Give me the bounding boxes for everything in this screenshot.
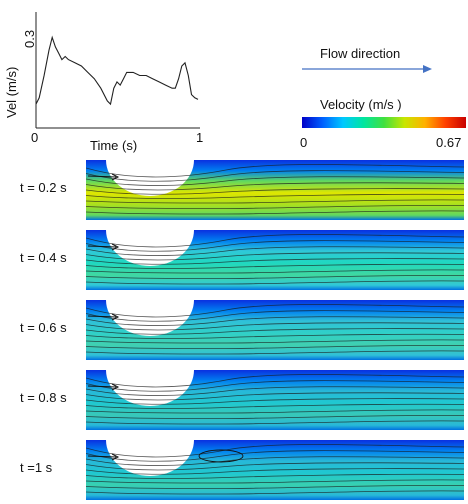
colorbar-title: Velocity (m/s ) (320, 97, 402, 112)
x-axis-label: Time (s) (90, 138, 138, 153)
velocity-time-chart (35, 12, 200, 129)
colorbar-min-label: 0 (300, 135, 308, 150)
panel-time-label: t = 0.2 s (20, 180, 67, 195)
flow-field-panel (86, 230, 464, 290)
y-axis-label: Vel (m/s) (4, 66, 19, 118)
velocity-colorbar (302, 117, 466, 128)
x-tick-label-end: 1 (196, 130, 204, 145)
colorbar-max-label: 0.67 (436, 135, 462, 150)
flow-direction-label: Flow direction (320, 46, 401, 61)
flow-field-panel (86, 160, 464, 220)
flow-field-panel (86, 440, 464, 500)
velocity-series-line (35, 35, 199, 106)
x-tick-label-start: 0 (31, 130, 39, 145)
y-tick-label: 0.3 (22, 29, 37, 48)
flow-field-panel (86, 370, 464, 430)
flow-direction-arrow-icon (302, 65, 432, 73)
panel-time-label: t = 0.4 s (20, 250, 67, 265)
flow-field-panel (86, 300, 464, 360)
panel-time-label: t =1 s (20, 460, 53, 475)
panel-time-label: t = 0.8 s (20, 390, 67, 405)
panel-time-label: t = 0.6 s (20, 320, 67, 335)
